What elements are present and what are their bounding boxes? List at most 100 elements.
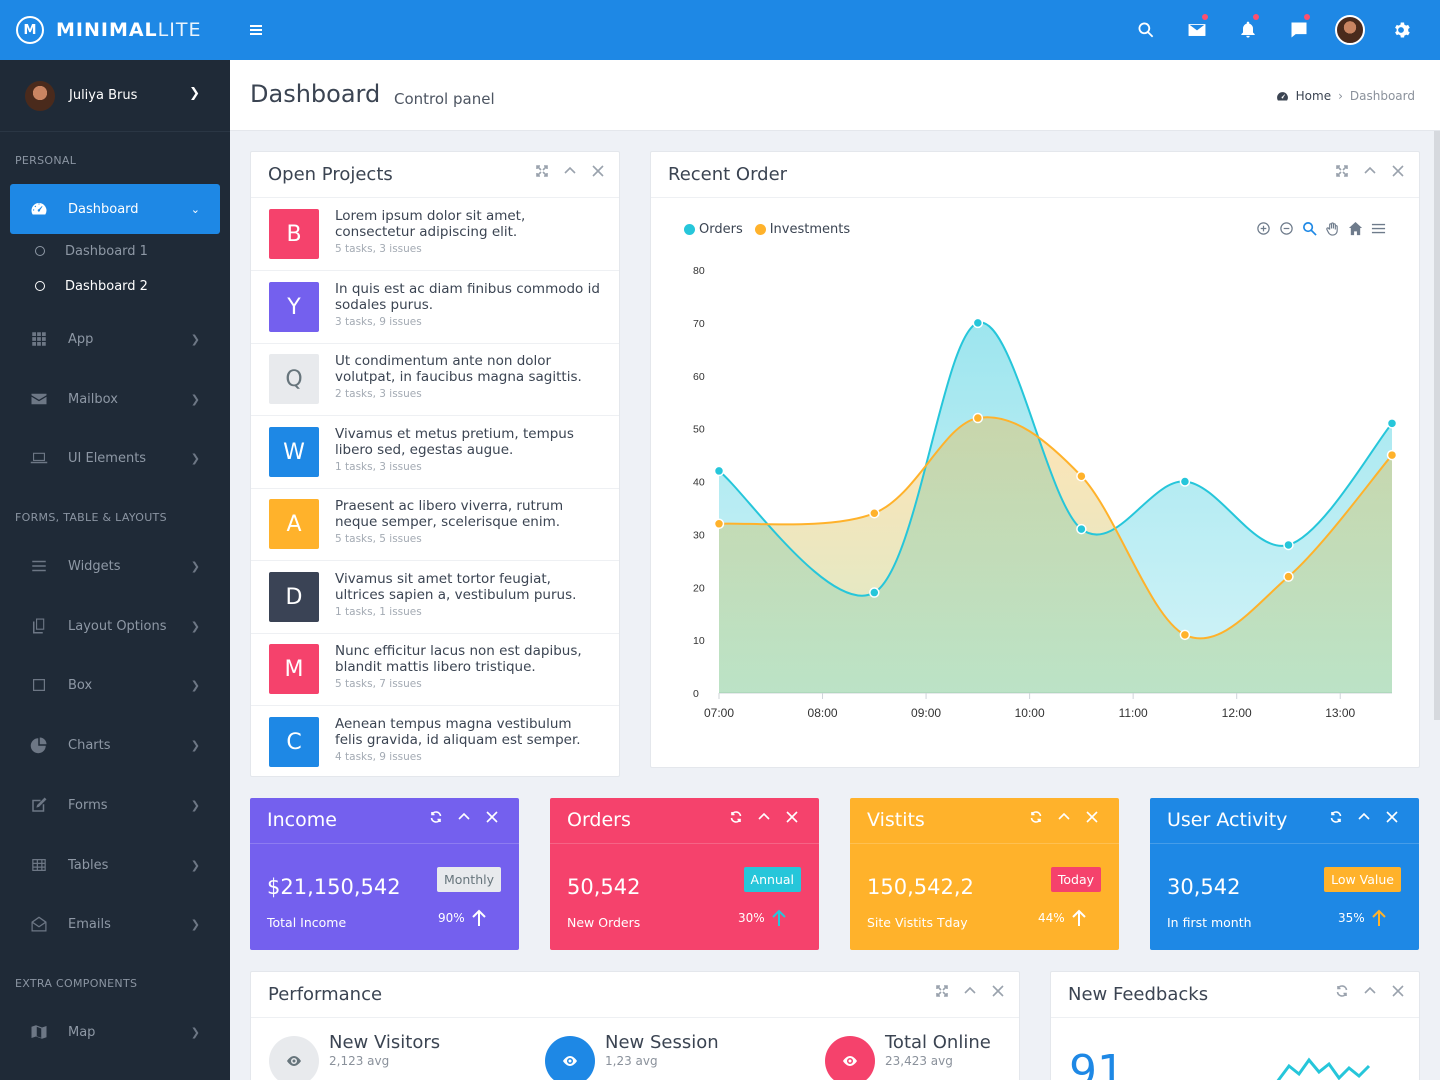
expand-icon[interactable] — [535, 164, 549, 178]
sidebar-item-tables[interactable]: Tables ❯ — [10, 840, 220, 890]
sidebar-item-layout-options[interactable]: Layout Options ❯ — [10, 601, 220, 651]
project-item[interactable]: M Nunc efficitur lacus non est dapibus, … — [251, 633, 619, 706]
mail-icon[interactable] — [1171, 0, 1222, 60]
stat-percent-value: 90% — [438, 911, 465, 925]
project-avatar: D — [269, 572, 319, 622]
period-badge: Annual — [743, 867, 801, 892]
bell-icon[interactable] — [1222, 0, 1273, 60]
project-meta: 5 tasks, 3 issues — [335, 243, 422, 255]
project-item[interactable]: D Vivamus sit amet tortor feugiat, ultri… — [251, 561, 619, 634]
expand-icon[interactable] — [935, 984, 949, 998]
collapse-icon[interactable] — [1363, 984, 1377, 998]
performance-item-total-online: Total Online 23,423 avg — [825, 1032, 991, 1080]
sidebar-item-app[interactable]: App ❯ — [10, 314, 220, 364]
collapse-icon[interactable] — [1357, 810, 1371, 824]
legend-item-orders[interactable]: Orders — [684, 222, 743, 237]
refresh-icon[interactable] — [429, 810, 443, 824]
legend-marker — [754, 224, 766, 235]
home-icon[interactable] — [1344, 219, 1366, 237]
search-icon[interactable] — [1120, 0, 1171, 60]
close-icon[interactable] — [785, 810, 799, 824]
collapse-icon[interactable] — [1363, 164, 1377, 178]
arrow-up-icon — [1071, 909, 1086, 926]
collapse-icon[interactable] — [1057, 810, 1071, 824]
sidebar-item-forms[interactable]: Forms ❯ — [10, 780, 220, 830]
breadcrumb-current: Dashboard — [1349, 89, 1415, 103]
sidebar-user-name: Juliya Brus — [69, 88, 138, 103]
breadcrumb-home-link[interactable]: Home — [1276, 89, 1331, 103]
gear-icon[interactable] — [1375, 0, 1426, 60]
project-item[interactable]: W Vivamus et metus pretium, tempus liber… — [251, 416, 619, 489]
zoom-out-icon[interactable] — [1275, 219, 1297, 237]
collapse-icon[interactable] — [457, 810, 471, 824]
collapse-icon[interactable] — [757, 810, 771, 824]
sidebar-item-dashboard[interactable]: Dashboard ⌄ — [10, 184, 220, 234]
project-title: Aenean tempus magna vestibulum felis gra… — [335, 716, 581, 748]
sidebar-subitem-dashboard-2[interactable]: Dashboard 2 — [35, 276, 148, 296]
close-icon[interactable] — [1385, 810, 1399, 824]
project-item[interactable]: A Praesent ac libero viverra, rutrum neq… — [251, 488, 619, 561]
performance-label: New Visitors — [329, 1032, 441, 1053]
close-icon[interactable] — [1391, 984, 1405, 998]
y-tick-label: 50 — [693, 424, 705, 436]
performance-box: Performance New Visitors 2,123 avg New S… — [250, 971, 1020, 1080]
zoom-in-icon[interactable] — [1252, 219, 1274, 237]
close-icon[interactable] — [1391, 164, 1405, 178]
project-avatar: C — [269, 717, 319, 767]
arrow-up-icon — [1371, 909, 1386, 926]
new-feedbacks-box: New Feedbacks 91 — [1050, 971, 1420, 1080]
legend-item-investments[interactable]: Investments — [754, 222, 850, 237]
refresh-icon[interactable] — [1335, 984, 1349, 998]
sidebar-toggle-icon[interactable] — [250, 25, 262, 35]
sidebar-item-charts[interactable]: Charts ❯ — [10, 720, 220, 770]
eye-icon — [269, 1036, 319, 1080]
sidebar-subitem-label: Dashboard 2 — [65, 278, 148, 294]
project-avatar: Y — [269, 282, 319, 332]
brand-logo-area[interactable]: M MINIMALLITE — [0, 0, 230, 60]
box-tools — [415, 810, 499, 824]
arrow-up-icon — [771, 909, 786, 926]
y-tick-label: 80 — [693, 265, 705, 277]
period-badge: Today — [1050, 867, 1101, 892]
close-icon[interactable] — [591, 164, 605, 178]
sidebar-subitem-dashboard-1[interactable]: Dashboard 1 — [35, 241, 148, 261]
user-avatar-menu[interactable] — [1324, 0, 1375, 60]
sidebar-item-widgets[interactable]: Widgets ❯ — [10, 541, 220, 591]
refresh-icon[interactable] — [729, 810, 743, 824]
close-icon[interactable] — [991, 984, 1005, 998]
visits-stat-box: Vistits 150,542,2 Site Vistits Tday Toda… — [850, 798, 1119, 950]
sidebar-user-panel[interactable]: Juliya Brus ❯ — [0, 60, 230, 132]
square-icon — [30, 676, 48, 694]
stat-label: In first month — [1167, 915, 1252, 930]
sidebar-item-emails[interactable]: Emails ❯ — [10, 899, 220, 949]
box-title: Vistits — [867, 809, 925, 831]
collapse-icon[interactable] — [963, 984, 977, 998]
chat-icon[interactable] — [1273, 0, 1324, 60]
magnifier-icon[interactable] — [1298, 219, 1320, 237]
project-item[interactable]: Q Ut condimentum ante non dolor volutpat… — [251, 343, 619, 416]
expand-icon[interactable] — [1335, 164, 1349, 178]
x-tick-label: 10:00 — [1015, 706, 1045, 720]
pan-hand-icon[interactable] — [1321, 219, 1343, 237]
refresh-icon[interactable] — [1329, 810, 1343, 824]
sidebar-item-box[interactable]: Box ❯ — [10, 660, 220, 710]
close-icon[interactable] — [485, 810, 499, 824]
sidebar-item-mailbox[interactable]: Mailbox ❯ — [10, 374, 220, 424]
project-item[interactable]: Y In quis est ac diam finibus commodo id… — [251, 271, 619, 344]
menu-icon[interactable] — [1367, 219, 1389, 237]
sidebar-item-ui-elements[interactable]: UI Elements ❯ — [10, 433, 220, 483]
envelope-icon — [30, 390, 48, 408]
close-icon[interactable] — [1085, 810, 1099, 824]
scrollbar[interactable] — [1434, 60, 1440, 720]
chevron-right-icon: ❯ — [190, 678, 200, 692]
chevron-right-icon: ❯ — [190, 332, 200, 346]
project-item[interactable]: B Lorem ipsum dolor sit amet, consectetu… — [251, 198, 619, 271]
collapse-icon[interactable] — [563, 164, 577, 178]
sidebar-item-label: Box — [68, 677, 93, 693]
box-header: Orders — [550, 798, 819, 844]
chevron-down-icon: ⌄ — [190, 202, 200, 216]
box-title: Orders — [567, 809, 631, 831]
refresh-icon[interactable] — [1029, 810, 1043, 824]
project-item[interactable]: C Aenean tempus magna vestibulum felis g… — [251, 706, 619, 779]
sidebar-item-map[interactable]: Map ❯ — [10, 1007, 220, 1057]
